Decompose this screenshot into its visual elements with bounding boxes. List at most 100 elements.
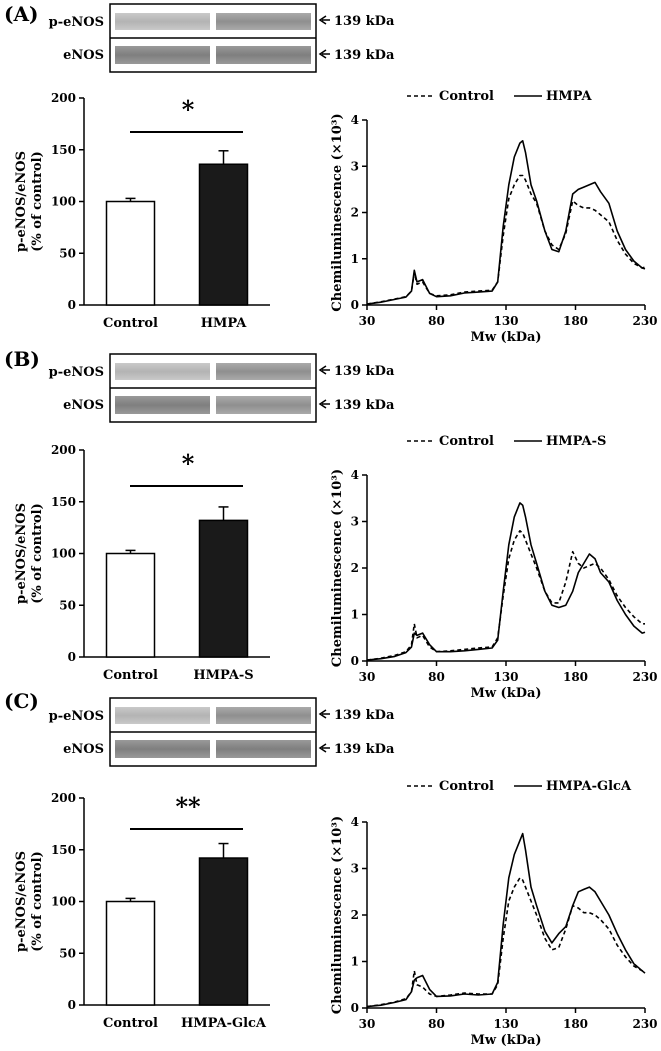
lane-label-enos: eNOS [63,398,104,413]
y-tick-label: 200 [51,791,76,805]
y-axis-title: Chemiluminescence (×10³) [330,816,345,1014]
y-tick-label: 2 [351,908,359,922]
arrow-icon [318,49,330,59]
mw-label: 139 kDa [334,742,395,757]
x-tick-label: 30 [359,314,376,328]
category-label: HMPA [201,316,248,331]
y-tick-label: 1 [351,955,359,969]
western-blot: p-eNOS eNOS 139 kDa 139 kDa [49,3,395,73]
y-tick-label: 4 [351,468,359,482]
western-blot: p-eNOS eNOS 139 kDa 139 kDa [49,353,395,423]
bar-control [105,552,156,658]
legend-label: HMPA-S [546,434,606,449]
y-tick-label: 50 [59,246,76,260]
x-tick-label: 230 [632,670,657,684]
lane-label-enos: eNOS [63,742,104,757]
panel-label: (B) [4,347,40,371]
x-tick-label: 130 [493,670,518,684]
band-enos-treated [216,740,311,758]
mw-label: 139 kDa [334,48,395,63]
band-enos-control [115,396,210,414]
bar-control [105,200,156,306]
bar-chart: 0 50 100 150 200 p-eNOS/eNOS(% of control) Con… [14,443,270,683]
band-p-enos-treated [216,13,311,30]
x-tick-label: 80 [428,670,445,684]
series-line-hmpa-s [366,502,646,661]
band-enos-treated [216,46,311,64]
arrow-icon [318,15,330,25]
bar-control [105,900,156,1006]
x-tick-label: 30 [359,1017,376,1031]
y-tick-label: 150 [51,843,76,857]
y-tick-label: 200 [51,443,76,457]
y-tick-label: 0 [68,298,76,312]
lane-label-p-enos: p-eNOS [49,15,104,30]
y-tick-label: 200 [51,91,76,105]
category-label: Control [103,316,158,331]
x-axis-title: Mw (kDa) [470,686,541,701]
series-line-hmpa-glca [366,832,646,1008]
bar-chart: 0 50 100 150 200 p-eNOS/eNOS(% of control) Con… [14,791,270,1031]
y-axis-title: Chemiluminescence (×10³) [330,469,345,667]
mw-label: 139 kDa [334,708,395,723]
y-tick-label: 100 [51,547,76,561]
significance-marker: * [182,449,195,478]
y-tick-label: 0 [351,654,359,668]
series-line-control [366,174,646,305]
arrow-icon [318,399,330,409]
y-axis-title: p-eNOS/eNOS(% of control) [14,151,45,252]
x-tick-label: 130 [493,1017,518,1031]
lane-label-p-enos: p-eNOS [49,365,104,380]
x-tick-label: 230 [632,1017,657,1031]
x-tick-label: 80 [428,1017,445,1031]
arrow-icon [318,743,330,753]
x-axis-title: Mw (kDa) [470,1033,541,1048]
panel-label: (C) [4,689,39,713]
y-axis-title: p-eNOS/eNOS(% of control) [14,503,45,604]
bar-hmpa-glca [198,857,249,1006]
y-tick-label: 2 [351,561,359,575]
bar-hmpa [198,163,249,306]
band-enos-control [115,46,210,64]
y-tick-label: 4 [351,113,359,127]
band-p-enos-treated [216,363,311,380]
panel-b: (B) p-eNOS eNOS 139 kDa 139 kDa 0 50 100 15… [4,347,658,701]
legend-label: Control [439,779,494,794]
y-tick-label: 150 [51,495,76,509]
significance-marker: * [182,95,195,124]
y-tick-label: 100 [51,895,76,909]
legend-label: Control [439,89,494,104]
y-tick-label: 3 [351,159,359,173]
category-label: HMPA-GlcA [181,1016,267,1031]
panel-a: (A) p-eNOS eNOS 139 kDa 139 kDa 0 50 100 15… [4,2,658,345]
x-tick-label: 180 [563,1017,588,1031]
arrow-icon [318,365,330,375]
y-tick-label: 1 [351,608,359,622]
x-tick-label: 30 [359,670,376,684]
y-tick-label: 50 [59,946,76,960]
y-tick-label: 150 [51,143,76,157]
legend-label: HMPA [546,89,593,104]
mw-label: 139 kDa [334,14,395,29]
x-tick-label: 180 [563,314,588,328]
band-p-enos-control [115,13,210,30]
y-tick-label: 4 [351,815,359,829]
category-label: HMPA-S [193,668,253,683]
bar-chart: 0 50 100 150 200 p-eNOS/eNOS(% of control) Con… [14,91,270,331]
legend-label: HMPA-GlcA [546,779,632,794]
legend-label: Control [439,434,494,449]
y-tick-label: 1 [351,252,359,266]
band-p-enos-control [115,363,210,380]
y-tick-label: 0 [68,650,76,664]
y-axis-title: Chemiluminescence (×10³) [330,113,345,311]
significance-marker: ** [175,792,201,821]
series-line-hmpa [366,140,646,305]
series-line-control [366,877,646,1008]
y-axis-title: p-eNOS/eNOS(% of control) [14,851,45,952]
band-enos-treated [216,396,311,414]
category-label: Control [103,668,158,683]
x-axis-title: Mw (kDa) [470,330,541,345]
y-tick-label: 3 [351,515,359,529]
line-chart: 0 1 2 3 4 30 80 130 180 230 Mw (kDa) Chemiluminesce… [330,779,658,1048]
